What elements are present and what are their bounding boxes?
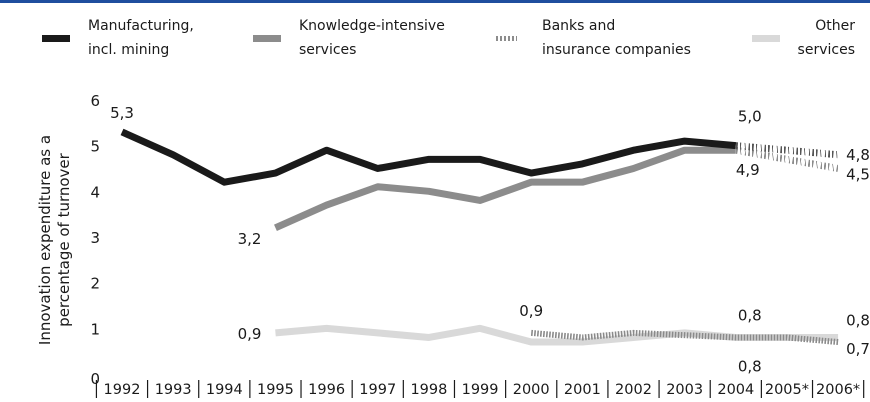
legend-label: insurance companies [542, 42, 691, 58]
data-label: 4,9 [736, 161, 760, 179]
data-label: 0,8 [738, 306, 762, 324]
x-tick-label: 1997 [359, 382, 396, 398]
x-tick-label: 2005* [765, 382, 809, 398]
y-tick-label: 3 [90, 229, 100, 247]
x-tick-label: 2006* [816, 382, 860, 398]
legend-label: Manufacturing, [88, 18, 194, 34]
data-label: 3,2 [238, 230, 262, 248]
x-tick-label: 2004 [717, 382, 754, 398]
legend-swatch [42, 35, 70, 42]
data-label: 0,7 [846, 340, 870, 358]
y-tick-label: 1 [90, 320, 100, 338]
legend-label: Banks and [542, 18, 615, 34]
series-line-manufacturing-incl-mining [122, 132, 736, 182]
x-tick-label: 2000 [513, 382, 550, 398]
legend-label: services [798, 42, 855, 58]
legend-label: Other [815, 18, 855, 34]
y-tick-label: 4 [90, 183, 100, 201]
legend-label: Knowledge-intensive [299, 18, 445, 34]
data-label: 0,8 [738, 357, 762, 375]
series-line-knowledge-intensive-services [275, 150, 735, 228]
x-axis: 1992 1993 1994 1995 1996 1997 1998 1999 2000 2001… [96, 380, 863, 398]
x-tick-label: 1998 [410, 382, 447, 398]
legend-item: Other services [752, 18, 855, 58]
y-axis: 0 1 2 3 4 5 6 Innovation expenditure as apercen… [36, 92, 100, 388]
y-tick-label: 0 [90, 370, 100, 388]
legend-swatch [495, 36, 517, 41]
legend-label: services [299, 42, 356, 58]
x-tick-label: 1994 [206, 382, 243, 398]
legend-item: Banks and insurance companies [495, 18, 691, 58]
legend-item: Knowledge-intensive services [253, 18, 445, 58]
x-tick-label: 2003 [666, 382, 703, 398]
legend-item: Manufacturing, incl. mining [42, 18, 194, 58]
data-label: 0,9 [519, 302, 543, 320]
y-tick-label: 5 [90, 138, 100, 156]
data-label: 0,8 [846, 311, 870, 329]
legend-label: incl. mining [88, 42, 169, 58]
legend-swatch [253, 35, 281, 42]
top-accent-bar [0, 0, 870, 3]
series-group [122, 132, 838, 342]
data-label: 4,8 [846, 146, 870, 164]
x-tick-label: 1996 [308, 382, 345, 398]
series-forecast-manufacturing-incl-mining [736, 146, 838, 155]
x-tick-label: 1999 [462, 382, 499, 398]
data-label: 0,9 [238, 325, 262, 343]
y-axis-title: Innovation expenditure as apercentage of… [36, 135, 73, 345]
x-tick-label: 1995 [257, 382, 294, 398]
y-tick-label: 2 [90, 275, 100, 293]
legend: Manufacturing, incl. mining Knowledge-inte… [42, 18, 855, 58]
data-label: 5,0 [738, 108, 762, 126]
x-tick-label: 2002 [615, 382, 652, 398]
legend-swatch [752, 35, 780, 42]
x-tick-label: 2001 [564, 382, 601, 398]
data-label: 5,3 [110, 104, 134, 122]
x-tick-label: 1993 [155, 382, 192, 398]
data-label: 4,5 [846, 165, 870, 183]
y-tick-label: 6 [90, 92, 100, 110]
x-tick-label: 1992 [104, 382, 141, 398]
